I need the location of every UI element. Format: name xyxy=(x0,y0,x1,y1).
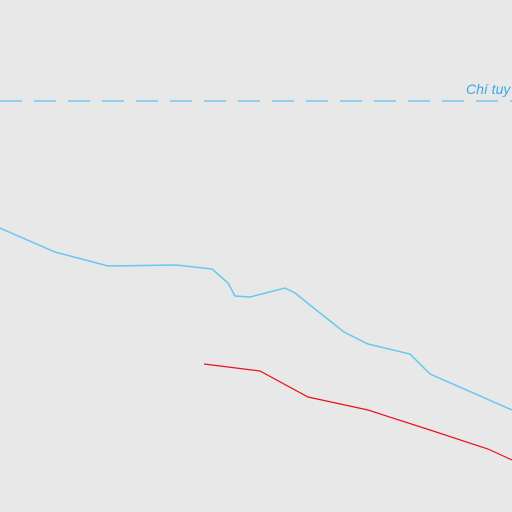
route-line xyxy=(203,363,512,461)
tropic-label: Chí tuy xyxy=(466,81,511,97)
border-line xyxy=(0,227,512,411)
